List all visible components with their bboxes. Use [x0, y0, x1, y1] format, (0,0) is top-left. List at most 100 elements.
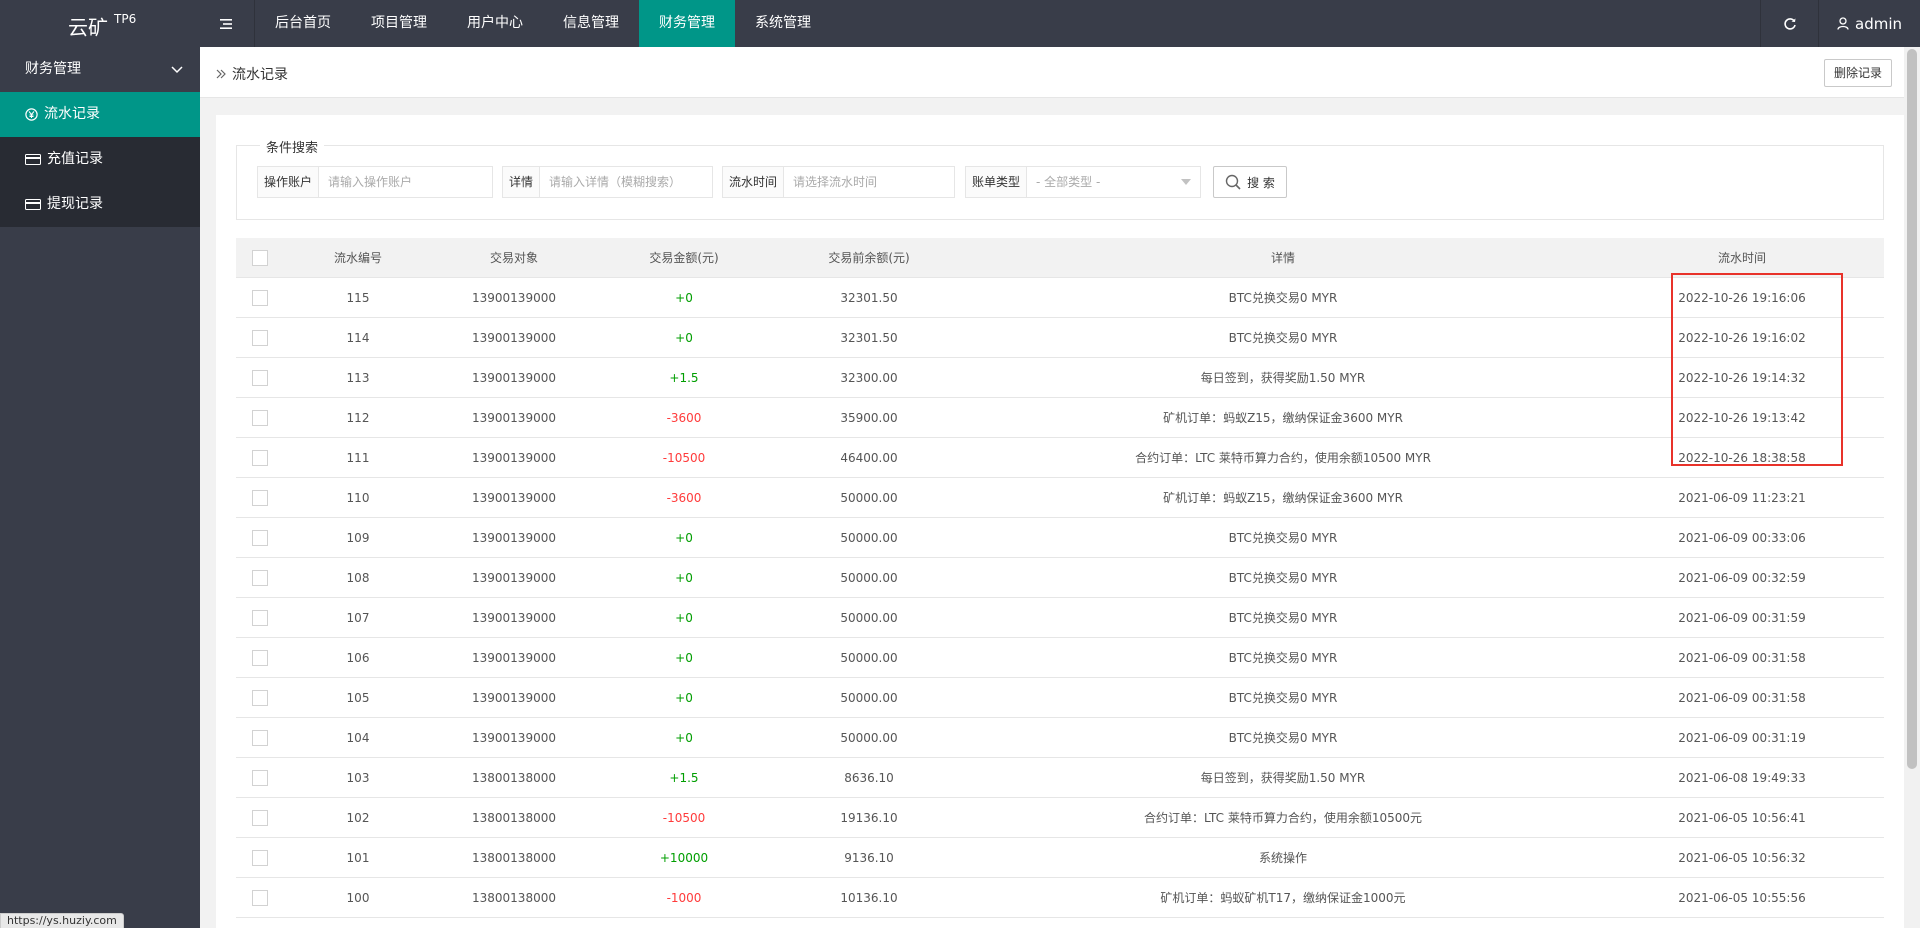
sidebar-item[interactable]: 流水记录 [0, 92, 200, 137]
table-row[interactable]: 109 13900139000 +0 50000.00 BTC兑换交易0 MYR 2021… [236, 518, 1884, 558]
account-filter: 操作账户 请输入操作账户 [257, 166, 493, 198]
nav-item[interactable]: 系统管理 [755, 15, 811, 31]
cell-record-id: 107 [346, 610, 370, 625]
menu-icon [220, 18, 232, 29]
row-checkbox[interactable] [252, 369, 268, 386]
row-select-cell [236, 649, 284, 666]
cell-record-id: 115 [346, 290, 370, 305]
table-row[interactable]: 113 13900139000 +1.5 32300.00 每日签到，获得奖励1.50 … [236, 358, 1884, 398]
cell-balance-before: 32301.50 [840, 330, 898, 345]
cell-detail: BTC兑换交易0 MYR [1228, 611, 1338, 625]
nav-item[interactable]: 财务管理 [639, 0, 735, 47]
table-row[interactable]: 103 13800138000 +1.5 8636.10 每日签到，获得奖励1.50 M… [236, 758, 1884, 798]
page-scrollbar[interactable] [1904, 47, 1920, 928]
refresh-button[interactable] [1760, 0, 1818, 47]
cell-balance-before: 8636.10 [844, 770, 894, 785]
scrollbar-thumb[interactable] [1907, 49, 1917, 769]
cell-record-id: 102 [346, 810, 370, 825]
row-checkbox[interactable] [252, 689, 268, 706]
row-select-cell [236, 289, 284, 306]
column-header-detail: 详情 [1270, 251, 1295, 265]
row-checkbox[interactable] [252, 329, 268, 346]
row-checkbox[interactable] [252, 809, 268, 826]
cell-trade-amount: -1000 [666, 890, 702, 905]
table-row[interactable]: 115 13900139000 +0 32301.50 BTC兑换交易0 MYR 2022… [236, 278, 1884, 318]
cell-balance-before: 32301.50 [840, 290, 898, 305]
table-row[interactable]: 105 13900139000 +0 50000.00 BTC兑换交易0 MYR 2021… [236, 678, 1884, 718]
cell-record-id: 103 [346, 770, 370, 785]
row-checkbox[interactable] [252, 609, 268, 626]
nav-item[interactable]: 项目管理 [371, 15, 427, 31]
nav-item[interactable]: 用户中心 [467, 15, 523, 31]
search-button[interactable]: 搜 索 [1213, 166, 1287, 198]
row-checkbox[interactable] [252, 729, 268, 746]
user-menu[interactable]: admin [1818, 0, 1920, 47]
sidebar-item[interactable]: 充值记录 [0, 137, 200, 182]
cell-detail: 矿机订单：蚂蚁Z15，缴纳保证金3600 MYR [1163, 491, 1403, 505]
logo-version: TP6 [114, 12, 137, 26]
row-select-cell [236, 409, 284, 426]
table-row[interactable]: 111 13900139000 -10500 46400.00 合约订单：LTC 莱特币… [236, 438, 1884, 478]
cell-detail: BTC兑换交易0 MYR [1228, 291, 1338, 305]
app-logo[interactable]: 云矿 TP6 [0, 0, 200, 47]
table-row[interactable]: 102 13800138000 -10500 19136.10 合约订单：LTC 莱特币… [236, 798, 1884, 838]
type-select[interactable]: - 全部类型 - [1027, 167, 1200, 197]
yen-icon [25, 108, 38, 121]
cell-record-time: 2021-06-09 00:31:58 [1678, 690, 1806, 705]
table-row[interactable]: 9913800138000+1.510134.60每日签到，获得奖励1.50元2… [236, 918, 1884, 928]
cell-record-id: 108 [346, 570, 370, 585]
table-row[interactable]: 106 13900139000 +0 50000.00 BTC兑换交易0 MYR 2021… [236, 638, 1884, 678]
table-header: 流水编号 交易对象 交易金额(元) 交易前余额(元) 详情 流水时间 [236, 238, 1884, 278]
table-row[interactable]: 104 13900139000 +0 50000.00 BTC兑换交易0 MYR 2021… [236, 718, 1884, 758]
row-select-cell [236, 769, 284, 786]
cell-record-time: 2021-06-09 00:31:58 [1678, 650, 1806, 665]
row-checkbox[interactable] [252, 529, 268, 546]
row-checkbox[interactable] [252, 489, 268, 506]
table-row[interactable]: 108 13900139000 +0 50000.00 BTC兑换交易0 MYR 2021… [236, 558, 1884, 598]
table-row[interactable]: 100 13800138000 -1000 10136.10 矿机订单：蚂蚁矿机T17，… [236, 878, 1884, 918]
column-header-trade-amount: 交易金额(元) [649, 251, 719, 265]
cell-trade-amount: +0 [675, 690, 693, 705]
menu-toggle-button[interactable] [200, 0, 255, 47]
table-row[interactable]: 110 13900139000 -3600 50000.00 矿机订单：蚂蚁Z15，缴纳… [236, 478, 1884, 518]
cell-record-id: 113 [346, 370, 370, 385]
table-row[interactable]: 112 13900139000 -3600 35900.00 矿机订单：蚂蚁Z15，缴纳… [236, 398, 1884, 438]
table-row[interactable]: 101 13800138000 +10000 9136.10 系统操作 2021-06-0… [236, 838, 1884, 878]
cell-record-id: 106 [346, 650, 370, 665]
row-checkbox[interactable] [252, 569, 268, 586]
cell-balance-before: 10136.10 [840, 890, 898, 905]
delete-records-button[interactable]: 删除记录 [1823, 59, 1892, 87]
cell-trade-amount: -10500 [662, 450, 706, 465]
cell-trade-target: 13900139000 [472, 450, 556, 465]
records-table: 流水编号 交易对象 交易金额(元) 交易前余额(元) 详情 流水时间 115 13900139… [236, 238, 1884, 928]
cell-balance-before: 50000.00 [840, 730, 898, 745]
column-header-record-id: 流水编号 [333, 251, 382, 265]
sidebar-item[interactable]: 提现记录 [0, 182, 200, 227]
row-checkbox[interactable] [252, 649, 268, 666]
row-checkbox[interactable] [252, 409, 268, 426]
table-row[interactable]: 107 13900139000 +0 50000.00 BTC兑换交易0 MYR 2021… [236, 598, 1884, 638]
row-checkbox[interactable] [252, 769, 268, 786]
cell-trade-target: 13900139000 [472, 490, 556, 505]
row-checkbox[interactable] [252, 449, 268, 466]
detail-filter: 详情 请输入详情（模糊搜索） [502, 166, 713, 198]
sidebar-group-finance[interactable]: 财务管理 [0, 47, 200, 92]
account-input[interactable]: 请输入操作账户 [328, 175, 413, 189]
search-panel: 条件搜索 操作账户 请输入操作账户 详情 请输入详情（模糊搜索） 流水时间 请选… [236, 137, 1884, 220]
caret-down-icon [1181, 179, 1191, 185]
row-checkbox[interactable] [252, 889, 268, 906]
row-select-cell [236, 689, 284, 706]
select-all-checkbox[interactable] [252, 249, 268, 266]
time-input[interactable]: 请选择流水时间 [793, 175, 878, 189]
detail-input[interactable]: 请输入详情（模糊搜索） [549, 175, 682, 189]
row-select-cell [236, 889, 284, 906]
cell-trade-amount: +0 [675, 610, 693, 625]
sidebar: 财务管理 流水记录 充值记录 提现记录 [0, 47, 200, 928]
table-row[interactable]: 114 13900139000 +0 32301.50 BTC兑换交易0 MYR 2022… [236, 318, 1884, 358]
nav-item[interactable]: 信息管理 [563, 15, 619, 31]
row-checkbox[interactable] [252, 849, 268, 866]
row-checkbox[interactable] [252, 289, 268, 306]
nav-item[interactable]: 后台首页 [275, 15, 331, 31]
row-select-cell [236, 369, 284, 386]
logo-text: 云矿 [68, 15, 108, 40]
